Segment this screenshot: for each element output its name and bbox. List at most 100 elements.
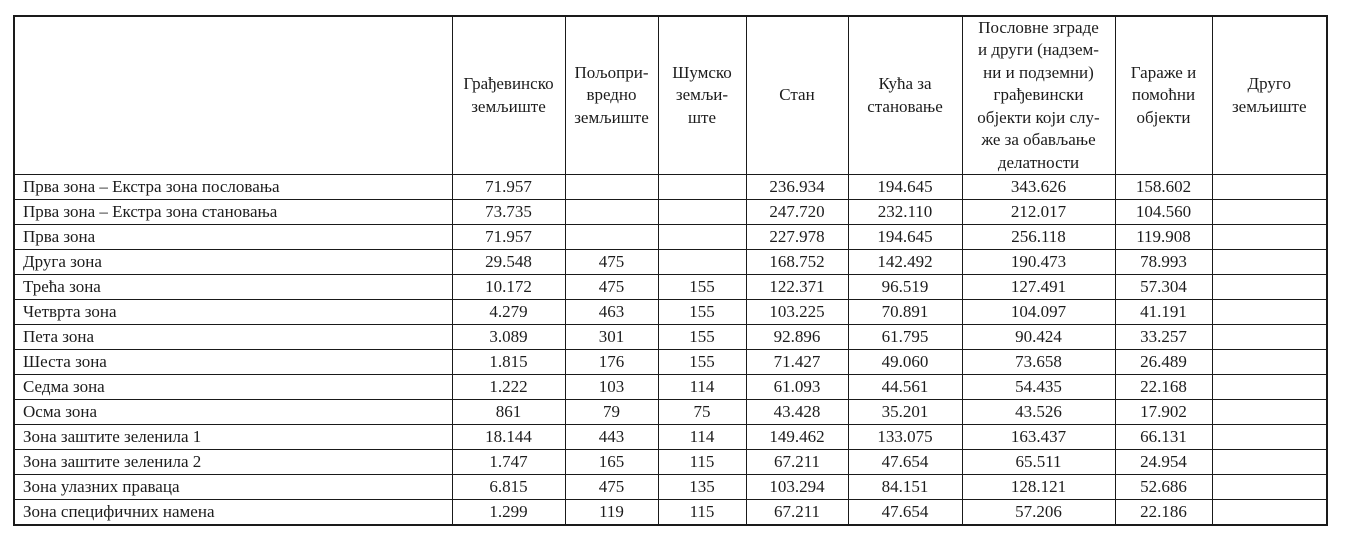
zone-name-cell: Седма зона bbox=[13, 374, 453, 401]
value-cell-agricultural-land: 463 bbox=[564, 299, 659, 326]
table-row: Седма зона 1.222 103 114 61.093 44.561 54.435 2… bbox=[13, 374, 1328, 401]
value-cell-forest-land: 155 bbox=[657, 324, 747, 351]
value-cell-residential-house: 84.151 bbox=[847, 474, 963, 501]
zone-name-cell: Шеста зона bbox=[13, 349, 453, 376]
zone-name-cell: Друга зона bbox=[13, 249, 453, 276]
value-cell-forest-land: 115 bbox=[657, 499, 747, 526]
table-row: Шеста зона 1.815 176 155 71.427 49.060 73.658 2… bbox=[13, 349, 1328, 376]
value-cell-other-land bbox=[1211, 374, 1328, 401]
table-row: Прва зона – Екстра зона становања 73.735 2… bbox=[13, 199, 1328, 226]
value-cell-apartment: 236.934 bbox=[745, 174, 849, 201]
value-cell-garages-auxiliary: 57.304 bbox=[1114, 274, 1213, 301]
value-cell-residential-house: 70.891 bbox=[847, 299, 963, 326]
value-cell-agricultural-land: 443 bbox=[564, 424, 659, 451]
value-cell-construction-land: 1.299 bbox=[451, 499, 566, 526]
zone-name-cell: Четврта зона bbox=[13, 299, 453, 326]
table-row: Зона специфичних намена 1.299 119 115 67.211… bbox=[13, 499, 1328, 526]
column-header-business-buildings: Пословне зграде и други (надзем- ни и по… bbox=[961, 15, 1116, 176]
zone-values-table: Грађевинско земљиште Пољопри- вредно зем… bbox=[13, 15, 1328, 527]
value-cell-business-buildings: 127.491 bbox=[961, 274, 1116, 301]
value-cell-forest-land: 135 bbox=[657, 474, 747, 501]
zone-name-cell: Прва зона – Екстра зона пословања bbox=[13, 174, 453, 201]
value-cell-other-land bbox=[1211, 274, 1328, 301]
zone-name-cell: Зона улазних праваца bbox=[13, 474, 453, 501]
value-cell-forest-land bbox=[657, 249, 747, 276]
value-cell-other-land bbox=[1211, 299, 1328, 326]
value-cell-garages-auxiliary: 26.489 bbox=[1114, 349, 1213, 376]
value-cell-garages-auxiliary: 22.168 bbox=[1114, 374, 1213, 401]
zone-name-cell: Осма зона bbox=[13, 399, 453, 426]
value-cell-construction-land: 6.815 bbox=[451, 474, 566, 501]
value-cell-agricultural-land bbox=[564, 224, 659, 251]
value-cell-agricultural-land bbox=[564, 199, 659, 226]
value-cell-business-buildings: 163.437 bbox=[961, 424, 1116, 451]
table-row: Прва зона – Екстра зона пословања 71.957 2… bbox=[13, 174, 1328, 201]
value-cell-business-buildings: 65.511 bbox=[961, 449, 1116, 476]
value-cell-apartment: 247.720 bbox=[745, 199, 849, 226]
column-header-residential-house: Кућа за становање bbox=[847, 15, 963, 176]
value-cell-apartment: 67.211 bbox=[745, 499, 849, 526]
value-cell-agricultural-land: 475 bbox=[564, 274, 659, 301]
zone-name-cell: Пета зона bbox=[13, 324, 453, 351]
value-cell-forest-land: 155 bbox=[657, 274, 747, 301]
value-cell-apartment: 149.462 bbox=[745, 424, 849, 451]
column-header-apartment: Стан bbox=[745, 15, 849, 176]
value-cell-business-buildings: 343.626 bbox=[961, 174, 1116, 201]
table-row: Зона заштите зеленила 2 1.747 165 115 67.211… bbox=[13, 449, 1328, 476]
zone-name-cell: Трећа зона bbox=[13, 274, 453, 301]
value-cell-apartment: 103.294 bbox=[745, 474, 849, 501]
value-cell-residential-house: 133.075 bbox=[847, 424, 963, 451]
value-cell-forest-land: 114 bbox=[657, 374, 747, 401]
value-cell-agricultural-land: 79 bbox=[564, 399, 659, 426]
value-cell-apartment: 168.752 bbox=[745, 249, 849, 276]
value-cell-construction-land: 4.279 bbox=[451, 299, 566, 326]
value-cell-agricultural-land: 165 bbox=[564, 449, 659, 476]
value-cell-garages-auxiliary: 158.602 bbox=[1114, 174, 1213, 201]
value-cell-business-buildings: 90.424 bbox=[961, 324, 1116, 351]
value-cell-forest-land bbox=[657, 224, 747, 251]
header-row: Грађевинско земљиште Пољопри- вредно зем… bbox=[13, 15, 1328, 176]
table-row: Прва зона 71.957 227.978 194.645 256.118 119.… bbox=[13, 224, 1328, 251]
value-cell-residential-house: 35.201 bbox=[847, 399, 963, 426]
value-cell-forest-land: 114 bbox=[657, 424, 747, 451]
value-cell-garages-auxiliary: 78.993 bbox=[1114, 249, 1213, 276]
value-cell-business-buildings: 54.435 bbox=[961, 374, 1116, 401]
value-cell-residential-house: 61.795 bbox=[847, 324, 963, 351]
zone-name-cell: Зона заштите зеленила 2 bbox=[13, 449, 453, 476]
zone-name-cell: Прва зона bbox=[13, 224, 453, 251]
value-cell-construction-land: 1.815 bbox=[451, 349, 566, 376]
value-cell-agricultural-land: 475 bbox=[564, 249, 659, 276]
value-cell-construction-land: 10.172 bbox=[451, 274, 566, 301]
value-cell-garages-auxiliary: 119.908 bbox=[1114, 224, 1213, 251]
table-row: Зона заштите зеленила 1 18.144 443 114 149.4… bbox=[13, 424, 1328, 451]
value-cell-garages-auxiliary: 104.560 bbox=[1114, 199, 1213, 226]
value-cell-residential-house: 232.110 bbox=[847, 199, 963, 226]
value-cell-agricultural-land: 301 bbox=[564, 324, 659, 351]
zone-name-cell: Зона заштите зеленила 1 bbox=[13, 424, 453, 451]
value-cell-construction-land: 18.144 bbox=[451, 424, 566, 451]
value-cell-forest-land: 155 bbox=[657, 299, 747, 326]
value-cell-garages-auxiliary: 33.257 bbox=[1114, 324, 1213, 351]
value-cell-garages-auxiliary: 22.186 bbox=[1114, 499, 1213, 526]
value-cell-construction-land: 71.957 bbox=[451, 224, 566, 251]
column-header-construction-land: Грађевинско земљиште bbox=[451, 15, 566, 176]
value-cell-construction-land: 1.747 bbox=[451, 449, 566, 476]
value-cell-forest-land bbox=[657, 199, 747, 226]
value-cell-garages-auxiliary: 24.954 bbox=[1114, 449, 1213, 476]
value-cell-construction-land: 861 bbox=[451, 399, 566, 426]
table-row: Трећа зона 10.172 475 155 122.371 96.519 127.4… bbox=[13, 274, 1328, 301]
value-cell-other-land bbox=[1211, 324, 1328, 351]
value-cell-business-buildings: 104.097 bbox=[961, 299, 1116, 326]
value-cell-other-land bbox=[1211, 474, 1328, 501]
value-cell-agricultural-land: 119 bbox=[564, 499, 659, 526]
column-header-other-land: Друго земљиште bbox=[1211, 15, 1328, 176]
table-row: Осма зона 861 79 75 43.428 35.201 43.526 17.902 bbox=[13, 399, 1328, 426]
value-cell-residential-house: 142.492 bbox=[847, 249, 963, 276]
value-cell-residential-house: 194.645 bbox=[847, 224, 963, 251]
zone-name-cell: Прва зона – Екстра зона становања bbox=[13, 199, 453, 226]
value-cell-business-buildings: 190.473 bbox=[961, 249, 1116, 276]
value-cell-business-buildings: 128.121 bbox=[961, 474, 1116, 501]
value-cell-residential-house: 96.519 bbox=[847, 274, 963, 301]
table-body: Прва зона – Екстра зона пословања 71.957 2… bbox=[13, 174, 1328, 526]
